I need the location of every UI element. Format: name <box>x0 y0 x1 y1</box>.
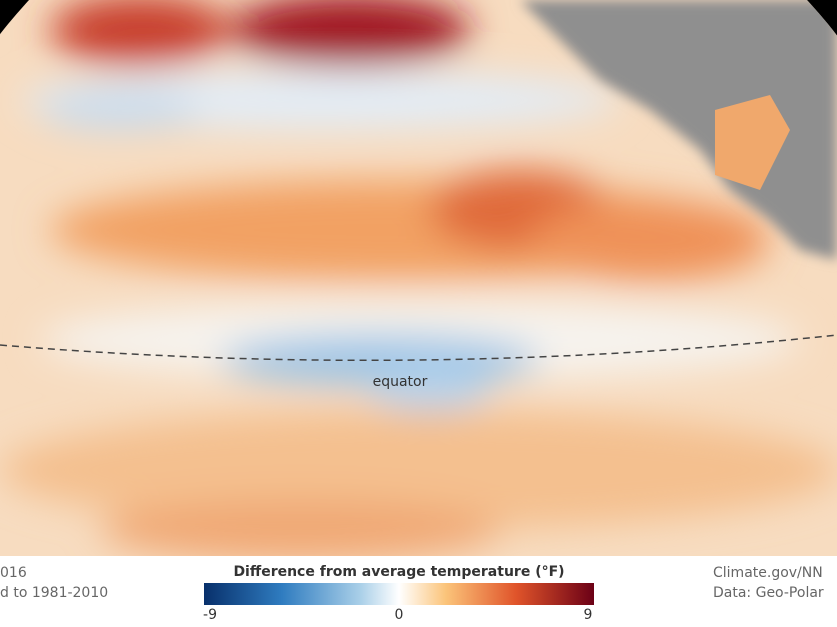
equator-line <box>0 334 837 362</box>
credit-text: Data: Geo-Polar <box>713 585 824 601</box>
map-area: equator <box>0 0 837 556</box>
land-warm <box>715 95 790 190</box>
equator-label: equator <box>373 374 428 390</box>
legend-title: Difference from average temperature (°F) <box>233 564 564 580</box>
legend-tick-label: 9 <box>584 607 593 623</box>
credit-text: d to 1981-2010 <box>0 585 108 601</box>
legend-tick-label: 0 <box>395 607 404 623</box>
land <box>520 0 837 260</box>
color-bar <box>204 583 594 605</box>
credit-text: 016 <box>0 565 27 581</box>
credit-text: Climate.gov/NN <box>713 565 823 581</box>
legend-tick-label: -9 <box>203 607 217 623</box>
